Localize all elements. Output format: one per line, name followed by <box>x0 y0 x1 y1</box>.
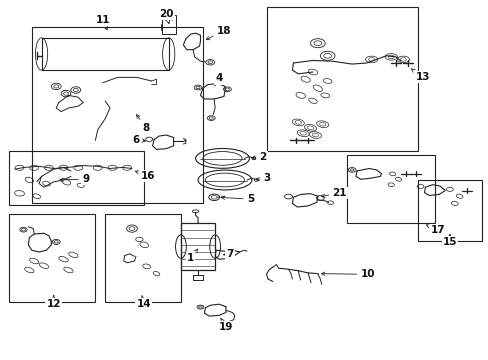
Bar <box>41 38 168 70</box>
Text: 1: 1 <box>187 249 197 264</box>
Text: 5: 5 <box>221 194 253 204</box>
Bar <box>9 214 95 302</box>
Text: 9: 9 <box>60 174 89 184</box>
Text: 14: 14 <box>136 296 151 309</box>
Bar <box>181 223 215 270</box>
Text: 21: 21 <box>321 188 346 198</box>
Text: 3: 3 <box>256 173 270 183</box>
Bar <box>105 214 181 302</box>
Bar <box>346 155 434 223</box>
Text: 16: 16 <box>135 171 155 181</box>
Bar <box>162 15 176 34</box>
Text: 12: 12 <box>46 295 61 309</box>
Text: 8: 8 <box>136 114 149 133</box>
Text: 17: 17 <box>426 225 444 235</box>
Text: 10: 10 <box>321 269 374 279</box>
Bar <box>9 151 144 205</box>
Bar <box>417 180 481 241</box>
Text: 20: 20 <box>159 9 173 24</box>
Text: 4: 4 <box>214 73 223 86</box>
Text: 6: 6 <box>132 135 145 145</box>
Text: 7: 7 <box>223 249 233 259</box>
Text: 15: 15 <box>442 234 456 247</box>
Text: 2: 2 <box>252 152 266 162</box>
Text: 19: 19 <box>218 318 233 332</box>
Text: 18: 18 <box>206 26 231 40</box>
Bar <box>32 27 203 203</box>
Text: 11: 11 <box>95 15 110 30</box>
Bar <box>266 7 417 151</box>
Text: 13: 13 <box>411 69 429 82</box>
